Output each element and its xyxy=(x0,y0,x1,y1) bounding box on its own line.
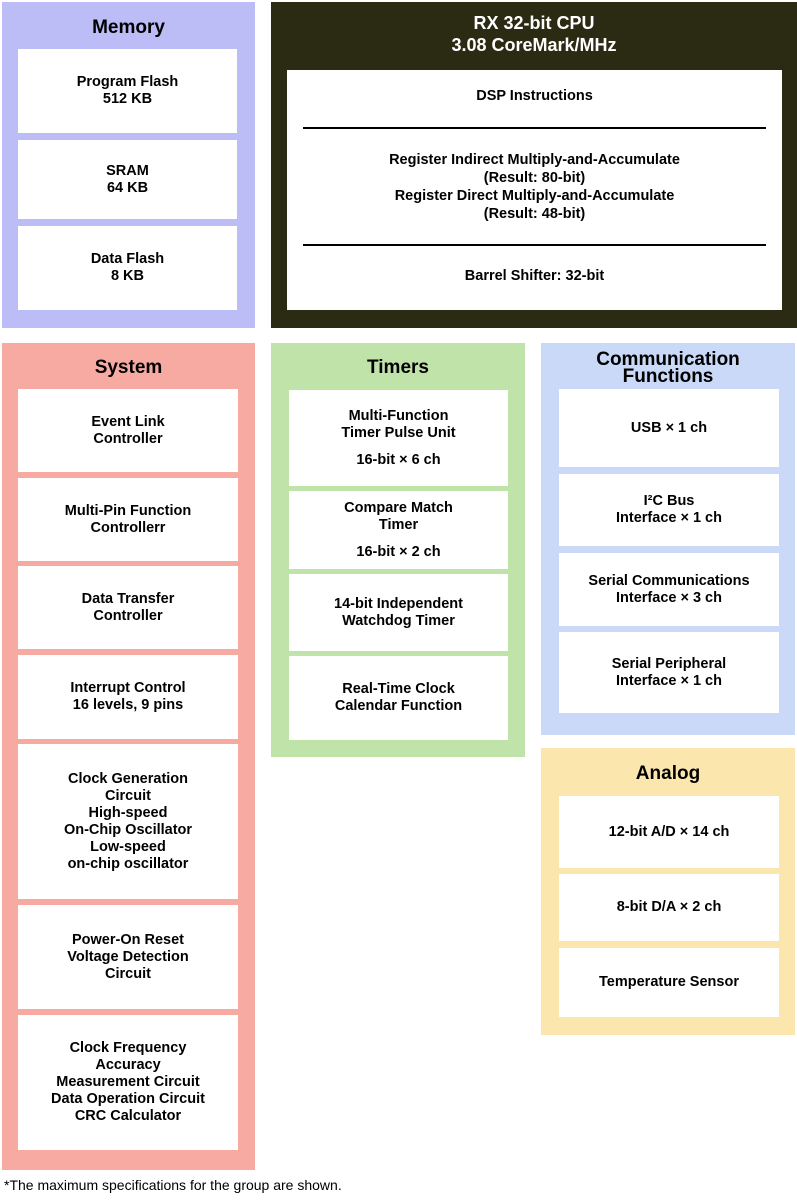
system-item: Multi-Pin Function Controllerr xyxy=(18,478,238,561)
dsp-instructions-text: DSP Instructions xyxy=(476,87,593,104)
system-item-line: 16 levels, 9 pins xyxy=(72,697,184,713)
dsp-instructions-label: DSP Instructions xyxy=(287,70,782,122)
timers-title: Timers xyxy=(367,357,429,378)
mac-line: (Result: 48-bit) xyxy=(483,206,586,222)
communication-item-line: Interface × 3 ch xyxy=(616,589,722,606)
memory-item-line: 512 KB xyxy=(102,91,153,107)
memory-group: Memory Program Flash 512 KB SRAM 64 KB Data … xyxy=(2,2,255,328)
timers-item: Multi-Function Timer Pulse Unit 16-bit × 6… xyxy=(289,390,508,486)
divider xyxy=(303,244,766,246)
timers-item: 14-bit Independent Watchdog Timer xyxy=(289,574,508,651)
communication-item-line: Interface × 1 ch xyxy=(616,510,722,526)
communication-item-line: USB × 1 ch xyxy=(630,419,708,436)
analog-item: 12-bit A/D × 14 ch xyxy=(559,796,779,868)
mac-description: Register Indirect Multiply-and-Accumulat… xyxy=(287,132,782,242)
system-item-line: Data Operation Circuit xyxy=(51,1091,205,1107)
system-item-line: Power-On Reset xyxy=(72,931,184,948)
system-item-line: CRC Calculator xyxy=(74,1108,182,1124)
communication-item: USB × 1 ch xyxy=(559,389,779,467)
timers-item-line: Calendar Function xyxy=(334,698,463,714)
system-item-line: Circuit xyxy=(105,965,151,982)
mac-line: Register Direct Multiply-and-Accumulate xyxy=(394,188,675,204)
system-item-line: Clock Frequency xyxy=(69,1040,187,1056)
barrel-shifter-label: Barrel Shifter: 32-bit xyxy=(287,248,782,304)
analog-item-line: Temperature Sensor xyxy=(599,974,739,990)
memory-title: Memory xyxy=(92,17,165,38)
analog-title: Analog xyxy=(635,763,701,784)
communication-title-line-2: Functions xyxy=(622,366,714,387)
system-item-line: High-speed xyxy=(88,804,168,821)
timers-item-line: Compare Match xyxy=(344,499,453,516)
timers-item: Compare Match Timer 16-bit × 2 ch xyxy=(289,491,508,569)
timers-item-line: 16-bit × 6 ch xyxy=(356,451,441,468)
system-item: Power-On Reset Voltage Detection Circuit xyxy=(18,905,238,1009)
system-item-line: Data Transfer xyxy=(81,590,175,607)
memory-item: Program Flash 512 KB xyxy=(18,49,237,133)
communication-item: I²C Bus Interface × 1 ch xyxy=(559,474,779,546)
system-item: Clock Frequency Accuracy Measurement Circu… xyxy=(18,1015,238,1150)
communication-item: Serial Peripheral Interface × 1 ch xyxy=(559,632,779,713)
system-item-line: Low-speed xyxy=(90,838,166,855)
system-item-line: Accuracy xyxy=(95,1057,161,1073)
system-item-line: Circuit xyxy=(105,787,151,804)
analog-item-line: 12-bit A/D × 14 ch xyxy=(608,823,730,840)
timers-item-line: 14-bit Independent xyxy=(334,595,463,612)
system-item-line: Measurement Circuit xyxy=(56,1074,200,1090)
timers-item-line: Timer Pulse Unit xyxy=(341,424,456,441)
system-item-line: Controller xyxy=(93,607,163,624)
communication-item-line: Serial Communications xyxy=(588,572,750,589)
system-item-line: Voltage Detection xyxy=(67,948,189,965)
memory-item-line: SRAM xyxy=(106,162,149,179)
cpu-title-line-2: 3.08 CoreMark/MHz xyxy=(451,35,617,55)
analog-item: 8-bit D/A × 2 ch xyxy=(559,874,779,941)
footnote: *The maximum specifications for the grou… xyxy=(4,1177,342,1193)
system-item-line: Event Link xyxy=(91,413,165,430)
communication-item: Serial Communications Interface × 3 ch xyxy=(559,553,779,626)
analog-item: Temperature Sensor xyxy=(559,948,779,1017)
system-item-line: on-chip oscillator xyxy=(67,855,189,872)
system-item-line: Clock Generation xyxy=(67,770,189,787)
system-item-line: On-Chip Oscillator xyxy=(63,821,193,838)
communication-title-line-1: Communication xyxy=(596,349,740,370)
timers-item-line: Multi-Function xyxy=(348,407,449,424)
timers-item-line: Timer xyxy=(378,516,419,533)
communication-item-line: Serial Peripheral xyxy=(611,655,727,672)
memory-item-line: Data Flash xyxy=(90,251,165,267)
system-group: System Event Link Controller Multi-Pin Fun… xyxy=(2,343,255,1170)
divider xyxy=(303,127,766,129)
timers-item: Real-Time Clock Calendar Function xyxy=(289,656,508,740)
system-item: Event Link Controller xyxy=(18,389,238,472)
timers-group: Timers Multi-Function Timer Pulse Unit 16-… xyxy=(271,343,525,757)
memory-item-line: Program Flash xyxy=(76,74,179,90)
memory-item-line: 8 KB xyxy=(110,268,145,284)
cpu-inner-panel: DSP Instructions Register Indirect Multi… xyxy=(287,70,782,310)
timers-item-line: 16-bit × 2 ch xyxy=(356,543,441,560)
communication-item-line: Interface × 1 ch xyxy=(616,672,722,689)
barrel-shifter-text: Barrel Shifter: 32-bit xyxy=(464,267,605,284)
timers-item-line: Watchdog Timer xyxy=(342,612,455,629)
mac-line: Register Indirect Multiply-and-Accumulat… xyxy=(389,152,680,168)
system-item-line: Multi-Pin Function xyxy=(64,502,192,519)
system-item: Interrupt Control 16 levels, 9 pins xyxy=(18,655,238,739)
memory-item: Data Flash 8 KB xyxy=(18,226,237,310)
system-title: System xyxy=(94,357,163,378)
memory-item: SRAM 64 KB xyxy=(18,140,237,219)
analog-item-line: 8-bit D/A × 2 ch xyxy=(616,899,722,915)
system-item-line: Interrupt Control xyxy=(70,680,186,696)
cpu-group: RX 32-bit CPU 3.08 CoreMark/MHz DSP Inst… xyxy=(271,2,797,328)
system-item-line: Controller xyxy=(93,430,163,447)
cpu-title-line-1: RX 32-bit CPU xyxy=(473,13,595,33)
timers-item-line: Real-Time Clock xyxy=(342,681,455,697)
mac-line: (Result: 80-bit) xyxy=(483,170,586,186)
communication-group: Communication Functions USB × 1 ch I²C Bu… xyxy=(541,343,795,735)
analog-group: Analog 12-bit A/D × 14 ch 8-bit D/A × 2 c… xyxy=(541,748,795,1035)
system-item: Data Transfer Controller xyxy=(18,566,238,649)
memory-item-line: 64 KB xyxy=(106,179,149,196)
communication-item-line: I²C Bus xyxy=(643,493,695,509)
system-item-line: Controllerr xyxy=(90,519,166,536)
system-item: Clock Generation Circuit High-speed On-Chip… xyxy=(18,744,238,899)
